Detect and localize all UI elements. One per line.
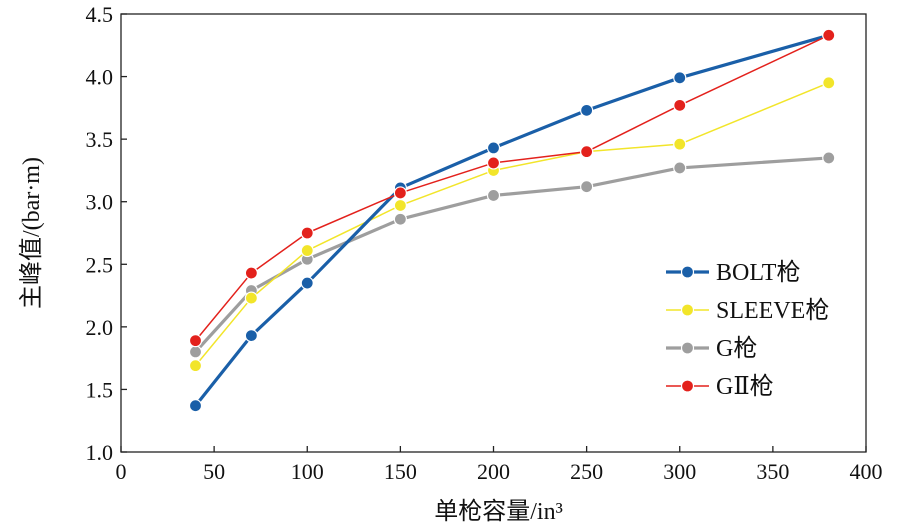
data-point [822, 151, 836, 165]
data-point [300, 226, 314, 240]
data-point [822, 28, 836, 42]
legend-marker [680, 379, 695, 393]
x-tick-label: 300 [663, 459, 696, 484]
legend-marker [680, 341, 695, 355]
legend-label: SLEEVE枪 [716, 297, 829, 324]
legend-label: BOLT枪 [716, 259, 800, 286]
y-axis-title: 主峰值/(bar·m) [18, 157, 45, 309]
data-point [822, 76, 836, 90]
x-tick-label: 400 [850, 459, 883, 484]
x-tick-label: 250 [570, 459, 603, 484]
x-tick-label: 0 [116, 459, 127, 484]
data-point [393, 186, 407, 200]
data-point [580, 180, 594, 194]
legend-marker [680, 265, 695, 279]
data-point [244, 291, 258, 305]
data-point [673, 161, 687, 175]
series-layer [188, 28, 836, 413]
series-2 [188, 151, 836, 359]
data-point [300, 276, 314, 290]
y-tick-label: 2.5 [86, 252, 114, 277]
data-point [244, 266, 258, 280]
data-point [486, 188, 501, 203]
legend-label: GⅡ枪 [716, 373, 774, 400]
legend: BOLT枪 SLEEVE枪 G枪 GⅡ枪 [666, 259, 829, 400]
data-point [673, 71, 687, 85]
series-line [194, 82, 830, 367]
data-point [244, 329, 258, 343]
data-point [673, 137, 687, 151]
legend-label: G枪 [716, 335, 757, 362]
x-tick-label: 200 [477, 459, 510, 484]
data-point [188, 359, 203, 373]
x-tick-label: 150 [384, 459, 417, 484]
data-point [580, 145, 594, 159]
x-tick-label: 100 [291, 459, 324, 484]
y-tick-label: 1.5 [86, 377, 114, 402]
y-tick-label: 1.0 [86, 440, 114, 465]
data-point [393, 198, 407, 213]
axis-ticks: 0 50 100 150 200 250 300 350 400 1.0 1.5 2.0 2.5 3.0 3… [86, 2, 883, 484]
x-axis-title: 单枪容量/in³ [434, 498, 563, 525]
data-point [486, 141, 501, 155]
data-point [188, 334, 203, 348]
x-tick-label: 350 [756, 459, 789, 484]
series-line [194, 34, 830, 342]
y-tick-label: 3.5 [86, 127, 114, 152]
data-point [188, 399, 203, 413]
series-line [194, 156, 829, 353]
data-point [486, 156, 501, 170]
y-tick-label: 4.5 [86, 2, 114, 27]
data-point [300, 243, 314, 258]
data-point [673, 98, 687, 112]
data-point [188, 345, 203, 359]
series-1 [188, 76, 836, 373]
series-3 [188, 28, 836, 348]
data-point [393, 212, 407, 226]
x-tick-label: 50 [203, 459, 225, 484]
data-point [580, 103, 594, 117]
legend-marker [680, 303, 695, 317]
y-tick-label: 2.0 [86, 315, 114, 340]
y-tick-label: 3.0 [86, 190, 114, 215]
y-tick-label: 4.0 [86, 65, 114, 90]
series-line [194, 33, 830, 407]
